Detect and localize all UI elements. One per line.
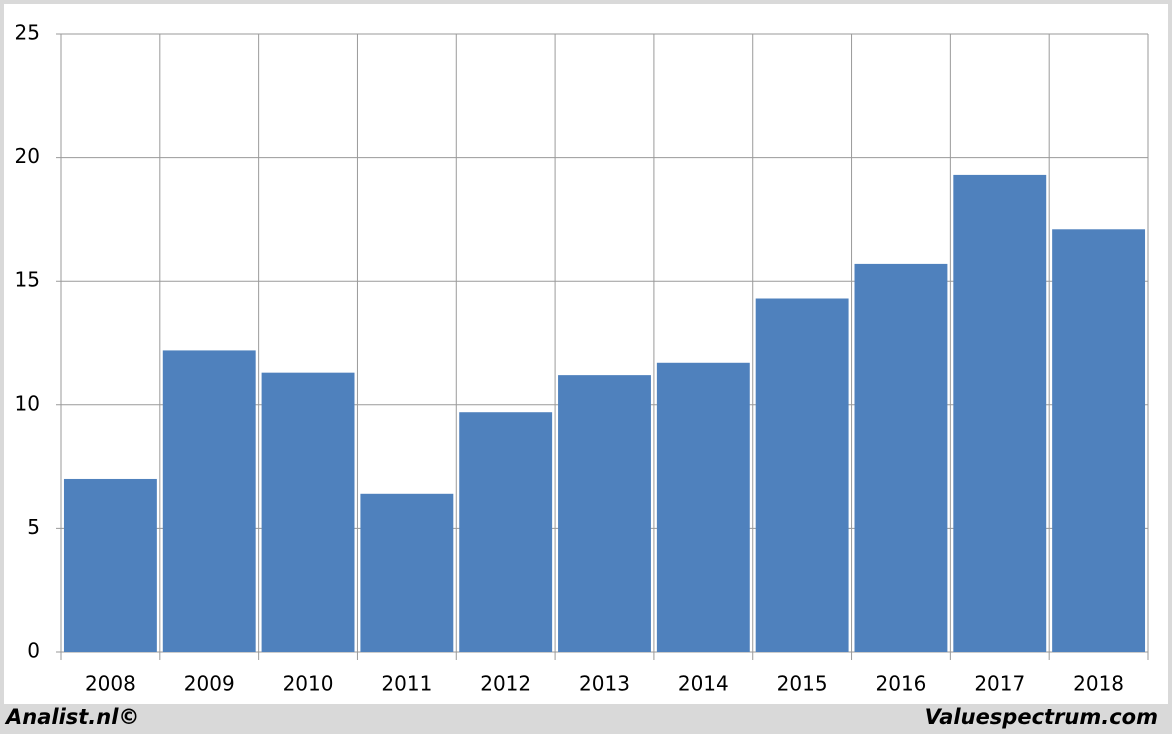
x-tick-label: 2016 — [876, 672, 927, 696]
x-tick-label: 2018 — [1073, 672, 1124, 696]
bar — [63, 478, 157, 652]
bar — [558, 375, 651, 652]
y-tick-label: 15 — [15, 268, 40, 292]
x-tick-label: 2012 — [480, 672, 531, 696]
source-left: Analist.nl© — [4, 705, 139, 729]
x-tick-label: 2015 — [777, 672, 828, 696]
bar — [261, 372, 355, 652]
y-tick-label: 5 — [27, 515, 40, 539]
bar — [953, 174, 1047, 653]
y-tick-label: 25 — [15, 21, 40, 45]
x-tick-label: 2011 — [381, 672, 432, 696]
source-right: Valuespectrum.com — [925, 705, 1158, 729]
x-tick-label: 2009 — [184, 672, 235, 696]
bar — [1052, 229, 1146, 652]
x-tick-label: 2014 — [678, 672, 729, 696]
y-tick-label: 20 — [15, 144, 40, 168]
x-tick-label: 2013 — [579, 672, 630, 696]
bar — [360, 493, 454, 652]
bar — [459, 412, 553, 652]
bar — [854, 263, 948, 652]
bar — [755, 298, 849, 652]
x-tick-label: 2010 — [283, 672, 334, 696]
y-tick-label: 10 — [15, 391, 40, 415]
x-tick-label: 2008 — [85, 672, 136, 696]
y-tick-label: 0 — [27, 639, 40, 663]
bar — [656, 362, 750, 652]
bar — [162, 350, 256, 652]
x-tick-label: 2017 — [974, 672, 1025, 696]
